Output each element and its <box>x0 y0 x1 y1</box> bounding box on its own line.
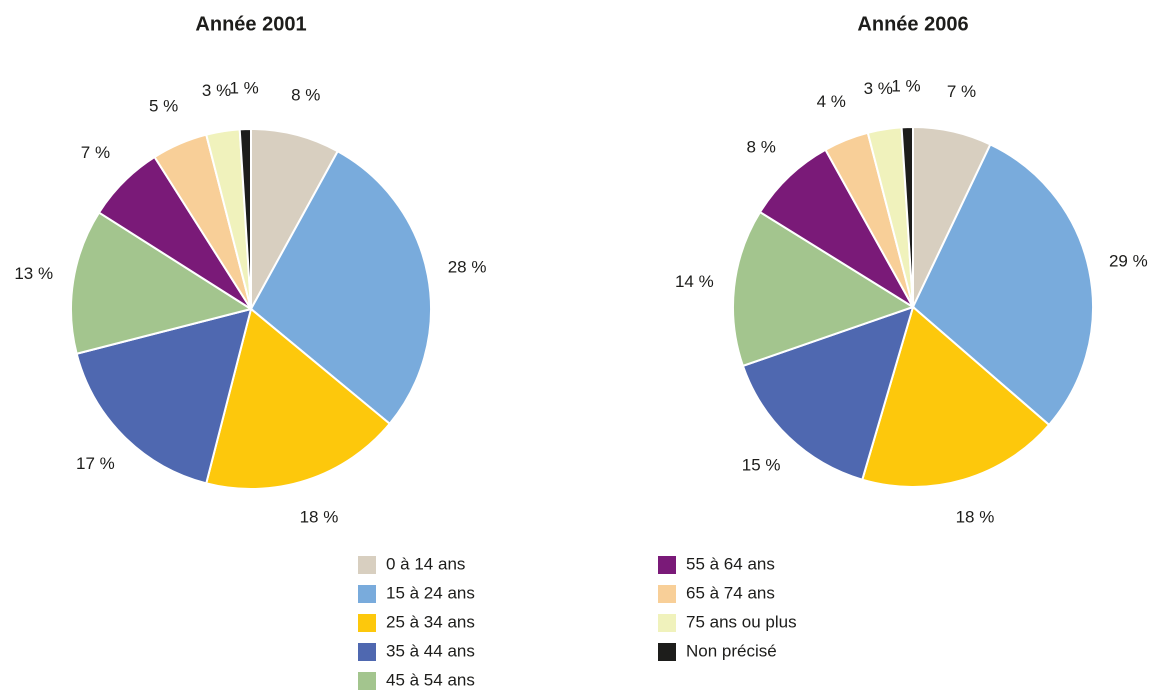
data-label: 7 % <box>947 82 976 101</box>
legend-swatch <box>658 556 676 574</box>
legend-swatch <box>358 643 376 661</box>
legend-label: 75 ans ou plus <box>686 612 797 631</box>
legend-swatch <box>358 585 376 603</box>
legend-swatch <box>658 614 676 632</box>
data-label: 3 % <box>864 79 893 98</box>
data-label: 8 % <box>747 137 776 156</box>
pie-slice <box>861 305 1051 488</box>
pie-slice <box>732 210 916 368</box>
pie-slice <box>911 143 1094 427</box>
legend-label: 45 à 54 ans <box>386 670 475 689</box>
legend-label: 15 à 24 ans <box>386 583 475 602</box>
data-label: 13 % <box>14 264 53 283</box>
legend-swatch <box>358 672 376 690</box>
data-label: 4 % <box>817 92 846 111</box>
data-label: 29 % <box>1109 251 1148 270</box>
data-label: 8 % <box>291 85 320 104</box>
data-label: 15 % <box>742 456 781 475</box>
pie-slice <box>238 127 252 310</box>
data-label: 1 % <box>891 77 920 96</box>
data-label: 1 % <box>229 79 258 98</box>
data-label: 5 % <box>149 97 178 116</box>
pie-slice <box>741 305 915 481</box>
legend-swatch <box>658 643 676 661</box>
data-label: 17 % <box>76 454 115 473</box>
data-label: 18 % <box>956 508 995 527</box>
data-label: 14 % <box>675 272 714 291</box>
pie-slice <box>758 148 916 310</box>
legend-label: 35 à 44 ans <box>386 641 475 660</box>
pie-slice <box>900 125 914 308</box>
pie-slice <box>249 149 432 426</box>
pie-slice <box>250 127 340 310</box>
legend-label: Non précisé <box>686 641 777 660</box>
legend-label: 55 à 64 ans <box>686 554 775 573</box>
data-label: 18 % <box>300 508 339 527</box>
data-label: 3 % <box>202 81 231 100</box>
legend-label: 0 à 14 ans <box>386 554 465 573</box>
legend-swatch <box>358 556 376 574</box>
pie-slice <box>75 307 253 485</box>
data-label: 7 % <box>81 143 110 162</box>
legend-label: 25 à 34 ans <box>386 612 475 631</box>
chart-title: Année 2001 <box>195 13 306 35</box>
pie-slice <box>70 211 254 355</box>
legend-label: 65 à 74 ans <box>686 583 775 602</box>
legend-swatch <box>658 585 676 603</box>
legend-swatch <box>358 614 376 632</box>
chart-title: Année 2006 <box>857 13 968 35</box>
data-label: 28 % <box>448 257 487 276</box>
pie-slice <box>205 307 392 490</box>
